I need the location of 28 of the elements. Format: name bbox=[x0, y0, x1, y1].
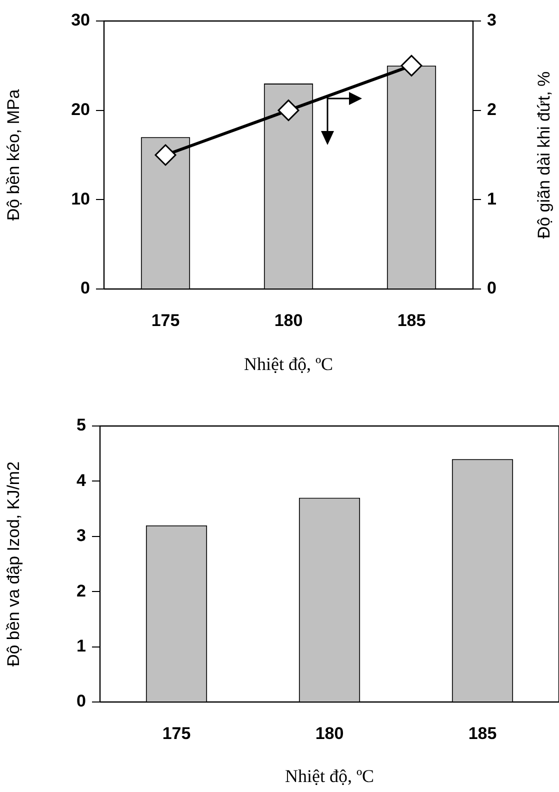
y-axis-title: Độ bền kéo, MPa bbox=[4, 88, 23, 221]
y-tick-label: 20 bbox=[71, 100, 90, 120]
y2-tick-label: 3 bbox=[487, 10, 496, 30]
point bbox=[278, 100, 300, 122]
x-tick-label: 180 bbox=[315, 724, 344, 743]
y-axis-title: Độ bền va đập Izod, KJ/m2 bbox=[4, 461, 23, 667]
y2-tick-label: 0 bbox=[487, 278, 496, 298]
point bbox=[400, 54, 422, 76]
x-axis-title: Nhiệt độ, ºC bbox=[244, 354, 334, 374]
y2-axis-title: Độ giãn dài khi đứt, % bbox=[534, 71, 554, 239]
x-tick-label: 175 bbox=[151, 310, 180, 330]
y-tick-label: 0 bbox=[76, 692, 86, 711]
y-tick-label: 1 bbox=[76, 636, 86, 656]
y-tick-label: 30 bbox=[71, 10, 90, 30]
y-tick-label: 0 bbox=[80, 278, 90, 298]
x-tick-label: 185 bbox=[397, 310, 426, 330]
point bbox=[154, 144, 176, 166]
x-axis-title: Nhiệt độ, ºC bbox=[284, 766, 374, 786]
y2-tick-label: 2 bbox=[487, 100, 496, 120]
x-tick-label: 175 bbox=[162, 724, 191, 743]
y-tick-label: 4 bbox=[76, 470, 87, 490]
y-tick-label: 5 bbox=[76, 416, 86, 435]
y2-tick-label: 1 bbox=[487, 189, 496, 208]
y-tick-label: 10 bbox=[71, 189, 90, 208]
y-tick-label: 3 bbox=[76, 526, 86, 546]
x-tick-label: 185 bbox=[468, 724, 497, 743]
x-tick-label: 180 bbox=[274, 310, 303, 330]
y-tick-label: 2 bbox=[76, 581, 86, 600]
